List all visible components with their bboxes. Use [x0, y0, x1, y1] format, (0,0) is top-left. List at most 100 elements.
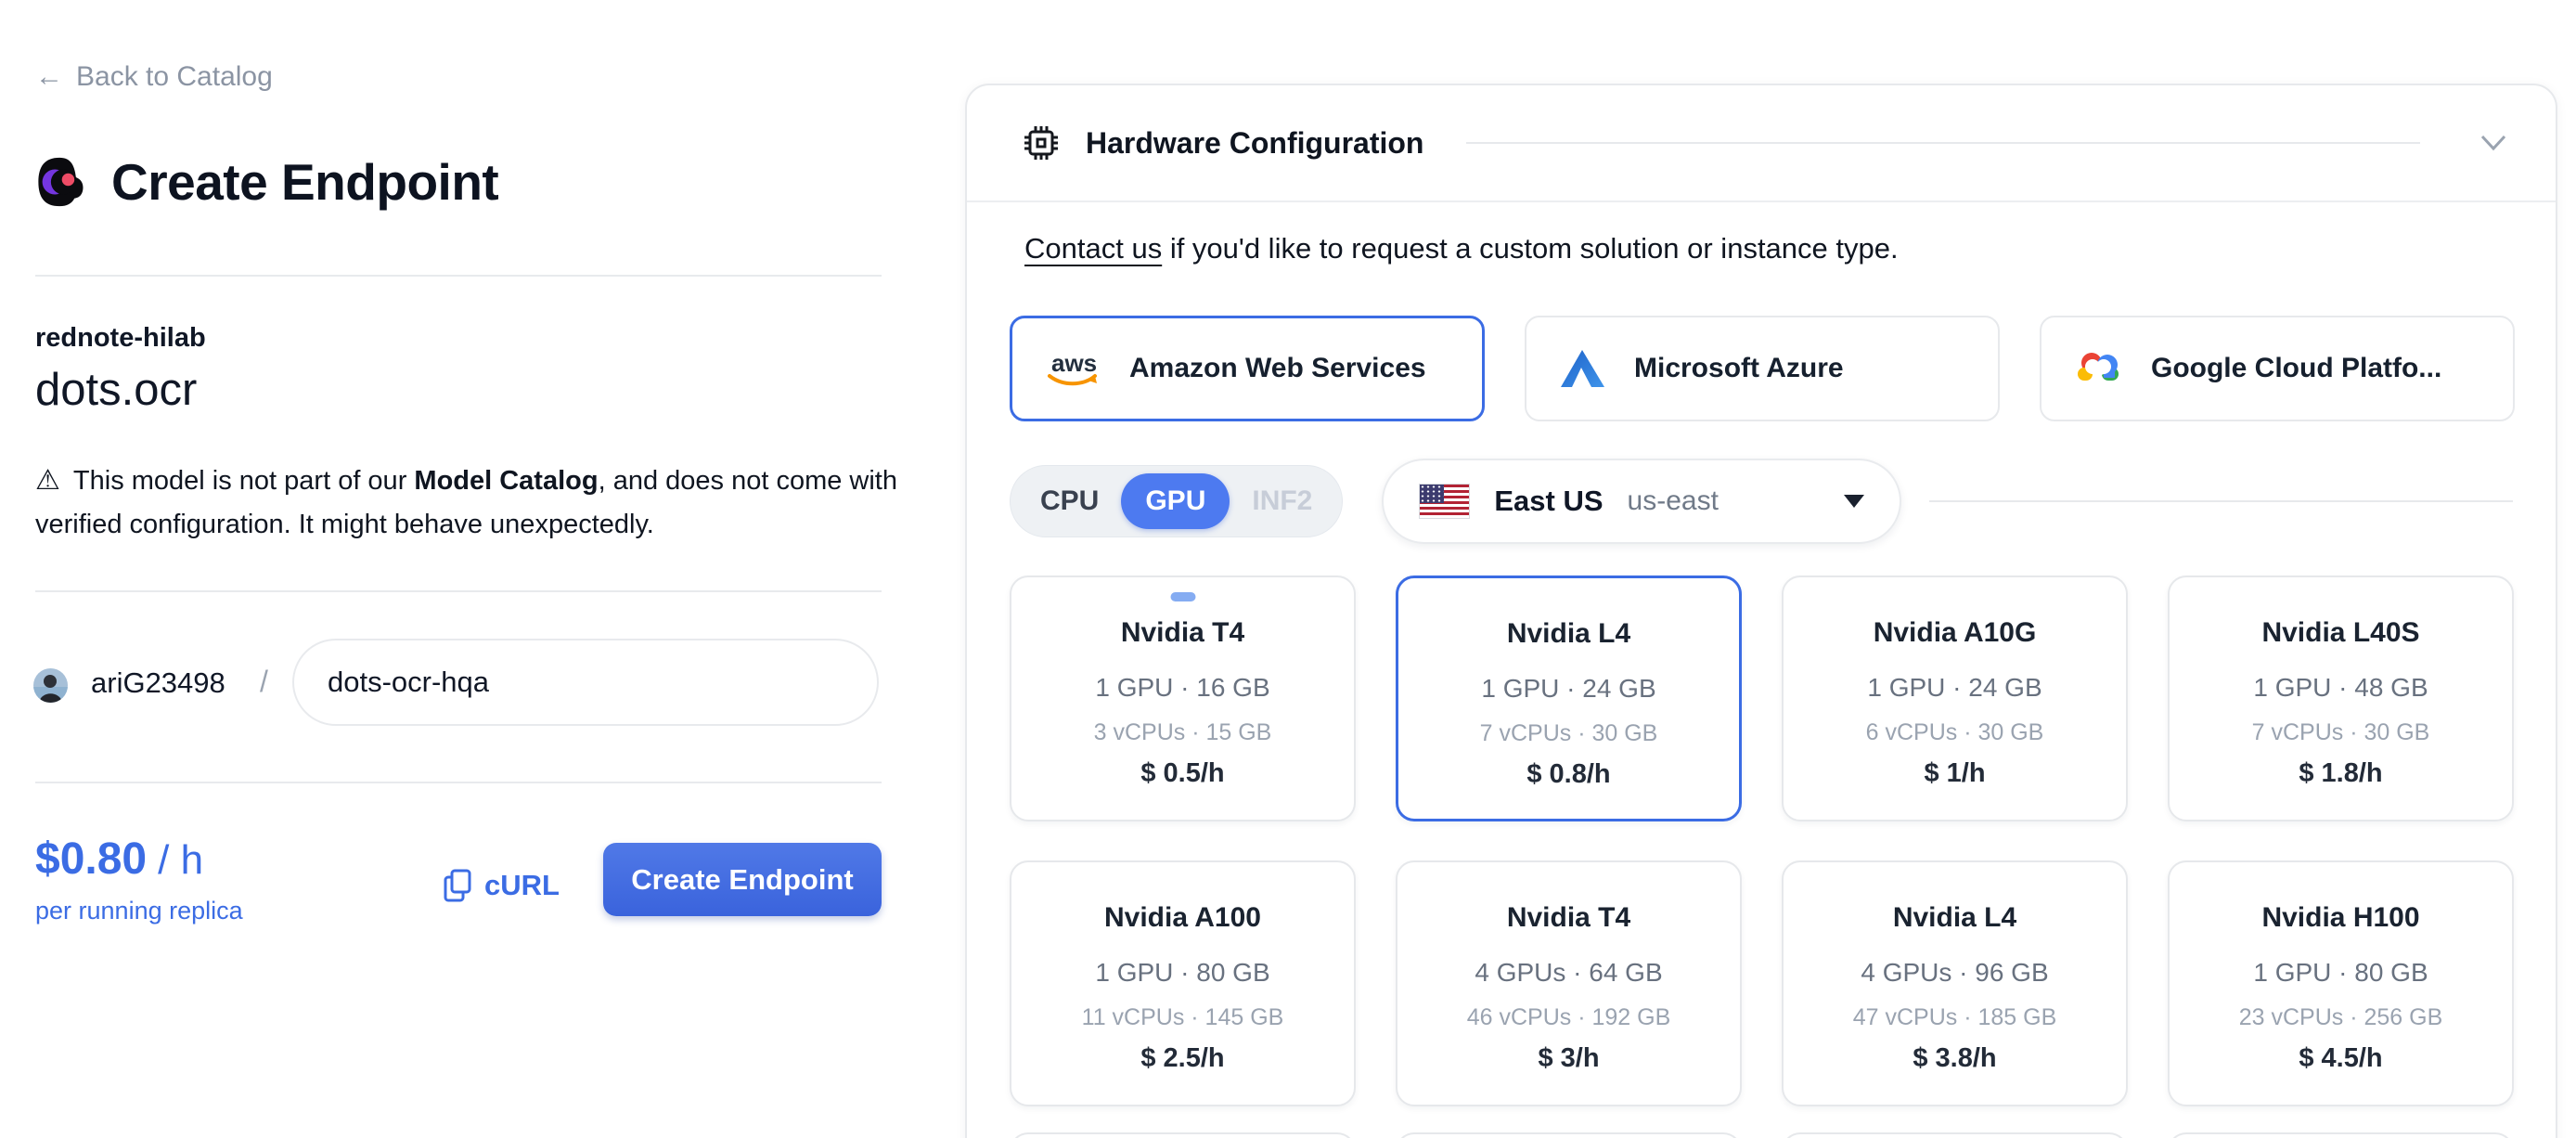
back-link-label: Back to Catalog	[76, 61, 273, 92]
hover-dash-indicator	[1170, 592, 1195, 601]
gcp-logo-icon	[2073, 348, 2123, 389]
instance-price: $ 2.5/h	[1140, 1043, 1225, 1073]
owner-name-separator: /	[260, 665, 268, 698]
instance-gpu: Nvidia L40S	[2261, 617, 2420, 648]
price-per-unit: / h	[158, 837, 204, 883]
region-name: East US	[1494, 485, 1604, 517]
curl-button-label: cURL	[484, 869, 560, 901]
instance-price: $ 4.5/h	[2299, 1043, 2383, 1073]
azure-logo-icon	[1558, 347, 1606, 390]
back-arrow-icon: ←	[35, 61, 63, 92]
instance-gpu: Nvidia L4	[1506, 618, 1631, 649]
instance-gpu: Nvidia T4	[1120, 617, 1245, 648]
back-to-catalog-link[interactable]: ← Back to Catalog	[35, 61, 273, 93]
caret-down-icon	[1844, 495, 1865, 508]
provider-azure-label: Microsoft Azure	[1634, 353, 1844, 383]
instance-config: 1 GPU · 48 GB	[2253, 673, 2428, 702]
instance-cpu: 7 vCPUs · 30 GB	[1479, 720, 1658, 746]
svg-text:aws: aws	[1051, 349, 1097, 377]
curl-button[interactable]: cURL	[444, 869, 560, 902]
instance-gpu: Nvidia L4	[1892, 902, 2017, 933]
instance-card-stub[interactable]	[1396, 1132, 1742, 1138]
provider-aws[interactable]: aws Amazon Web Services	[1010, 316, 1485, 421]
provider-aws-label: Amazon Web Services	[1129, 353, 1426, 383]
instance-price: $ 3/h	[1538, 1043, 1600, 1073]
page-header: Create Endpoint	[35, 152, 499, 212]
instance-grid: Nvidia T4 1 GPU · 16 GB 3 vCPUs · 15 GB …	[1010, 575, 2522, 1106]
contact-us-rest: if you'd like to request a custom soluti…	[1162, 232, 1899, 265]
instance-config: 4 GPUs · 64 GB	[1475, 958, 1663, 987]
warning-text-prefix: This model is not part of our	[72, 466, 415, 496]
instance-price: $ 1/h	[1924, 758, 1986, 788]
accelerator-and-region-row: CPU GPU INF2 East US us-east	[1010, 459, 2513, 544]
chip-icon	[1021, 123, 1062, 163]
page-title: Create Endpoint	[111, 153, 499, 211]
warning-text-suffix: , and does not come with verified config…	[35, 466, 897, 539]
instance-card-stub[interactable]	[1010, 1132, 1356, 1138]
hardware-configuration-header[interactable]: Hardware Configuration	[967, 85, 2556, 202]
instance-config: 1 GPU · 80 GB	[2253, 958, 2428, 987]
cloud-provider-selector: aws Amazon Web Services Micros	[1010, 316, 2515, 421]
copy-icon	[444, 869, 471, 902]
instance-cpu: 11 vCPUs · 145 GB	[1081, 1004, 1284, 1030]
instance-card-l4-4[interactable]: Nvidia L4 4 GPUs · 96 GB 47 vCPUs · 185 …	[1782, 860, 2128, 1106]
instance-cpu: 7 vCPUs · 30 GB	[2251, 719, 2430, 745]
instance-config: 1 GPU · 24 GB	[1867, 673, 2042, 702]
instance-price: $ 0.8/h	[1526, 759, 1611, 789]
inference-endpoints-logo-icon	[35, 155, 85, 209]
provider-azure[interactable]: Microsoft Azure	[1525, 316, 2000, 421]
create-endpoint-button[interactable]: Create Endpoint	[603, 843, 882, 916]
instance-config: 1 GPU · 24 GB	[1481, 674, 1656, 703]
region-select[interactable]: East US us-east	[1382, 459, 1902, 544]
divider	[35, 590, 882, 592]
instance-cpu: 6 vCPUs · 30 GB	[1865, 719, 2044, 745]
instance-cpu: 3 vCPUs · 15 GB	[1093, 719, 1272, 745]
price-amount: $0.80	[35, 834, 148, 884]
header-rule	[1466, 142, 2420, 144]
instance-gpu: Nvidia A100	[1104, 902, 1261, 933]
instance-config: 1 GPU · 16 GB	[1095, 673, 1270, 702]
instance-card-stub[interactable]	[1782, 1132, 2128, 1138]
region-code: us-east	[1627, 485, 1719, 516]
instance-card-l4-1[interactable]: Nvidia L4 1 GPU · 24 GB 7 vCPUs · 30 GB …	[1396, 575, 1742, 821]
instance-gpu: Nvidia T4	[1506, 902, 1631, 933]
aws-logo-icon: aws	[1044, 347, 1101, 390]
provider-gcp[interactable]: Google Cloud Platfo...	[2040, 316, 2515, 421]
hardware-configuration-panel: Hardware Configuration Contact us if you…	[965, 84, 2557, 1138]
endpoint-name-input[interactable]	[292, 639, 879, 726]
instance-card-a10g[interactable]: Nvidia A10G 1 GPU · 24 GB 6 vCPUs · 30 G…	[1782, 575, 2128, 821]
instance-cpu: 23 vCPUs · 256 GB	[2238, 1004, 2443, 1030]
instance-cpu: 47 vCPUs · 185 GB	[1852, 1004, 2057, 1030]
owner-username[interactable]: ariG23498	[91, 666, 225, 699]
instance-config: 1 GPU · 80 GB	[1095, 958, 1270, 987]
instance-card-t4-1[interactable]: Nvidia T4 1 GPU · 16 GB 3 vCPUs · 15 GB …	[1010, 575, 1356, 821]
contact-us-link[interactable]: Contact us	[1024, 232, 1163, 265]
instance-cpu: 46 vCPUs · 192 GB	[1466, 1004, 1671, 1030]
row-rule	[1929, 500, 2513, 502]
chevron-down-icon[interactable]	[2479, 134, 2507, 152]
provider-gcp-label: Google Cloud Platfo...	[2151, 353, 2442, 383]
instance-gpu: Nvidia H100	[2261, 902, 2420, 933]
accelerator-option-inf2[interactable]: INF2	[1252, 485, 1313, 516]
instance-card-t4-4[interactable]: Nvidia T4 4 GPUs · 64 GB 46 vCPUs · 192 …	[1396, 860, 1742, 1106]
instance-card-l40s[interactable]: Nvidia L40S 1 GPU · 48 GB 7 vCPUs · 30 G…	[2168, 575, 2514, 821]
instance-config: 4 GPUs · 96 GB	[1861, 958, 2049, 987]
divider	[35, 275, 882, 277]
us-flag-icon	[1419, 484, 1471, 519]
model-name: dots.ocr	[35, 365, 198, 415]
instance-price: $ 3.8/h	[1913, 1043, 1997, 1073]
instance-card-a100[interactable]: Nvidia A100 1 GPU · 80 GB 11 vCPUs · 145…	[1010, 860, 1356, 1106]
instance-card-stub[interactable]	[2168, 1132, 2514, 1138]
accelerator-option-gpu[interactable]: GPU	[1121, 473, 1230, 529]
price-note: per running replica	[35, 897, 243, 925]
instance-card-h100[interactable]: Nvidia H100 1 GPU · 80 GB 23 vCPUs · 256…	[2168, 860, 2514, 1106]
avatar	[33, 668, 68, 703]
next-row-card-stubs	[1010, 1132, 2514, 1138]
model-catalog-warning: ⚠ This model is not part of our Model Cat…	[35, 459, 903, 547]
hardware-configuration-title: Hardware Configuration	[1086, 125, 1424, 160]
accelerator-option-cpu[interactable]: CPU	[1040, 485, 1100, 516]
accelerator-toggle: CPU GPU INF2	[1010, 465, 1344, 537]
divider	[35, 782, 882, 783]
warning-text-bold: Model Catalog	[414, 466, 599, 496]
